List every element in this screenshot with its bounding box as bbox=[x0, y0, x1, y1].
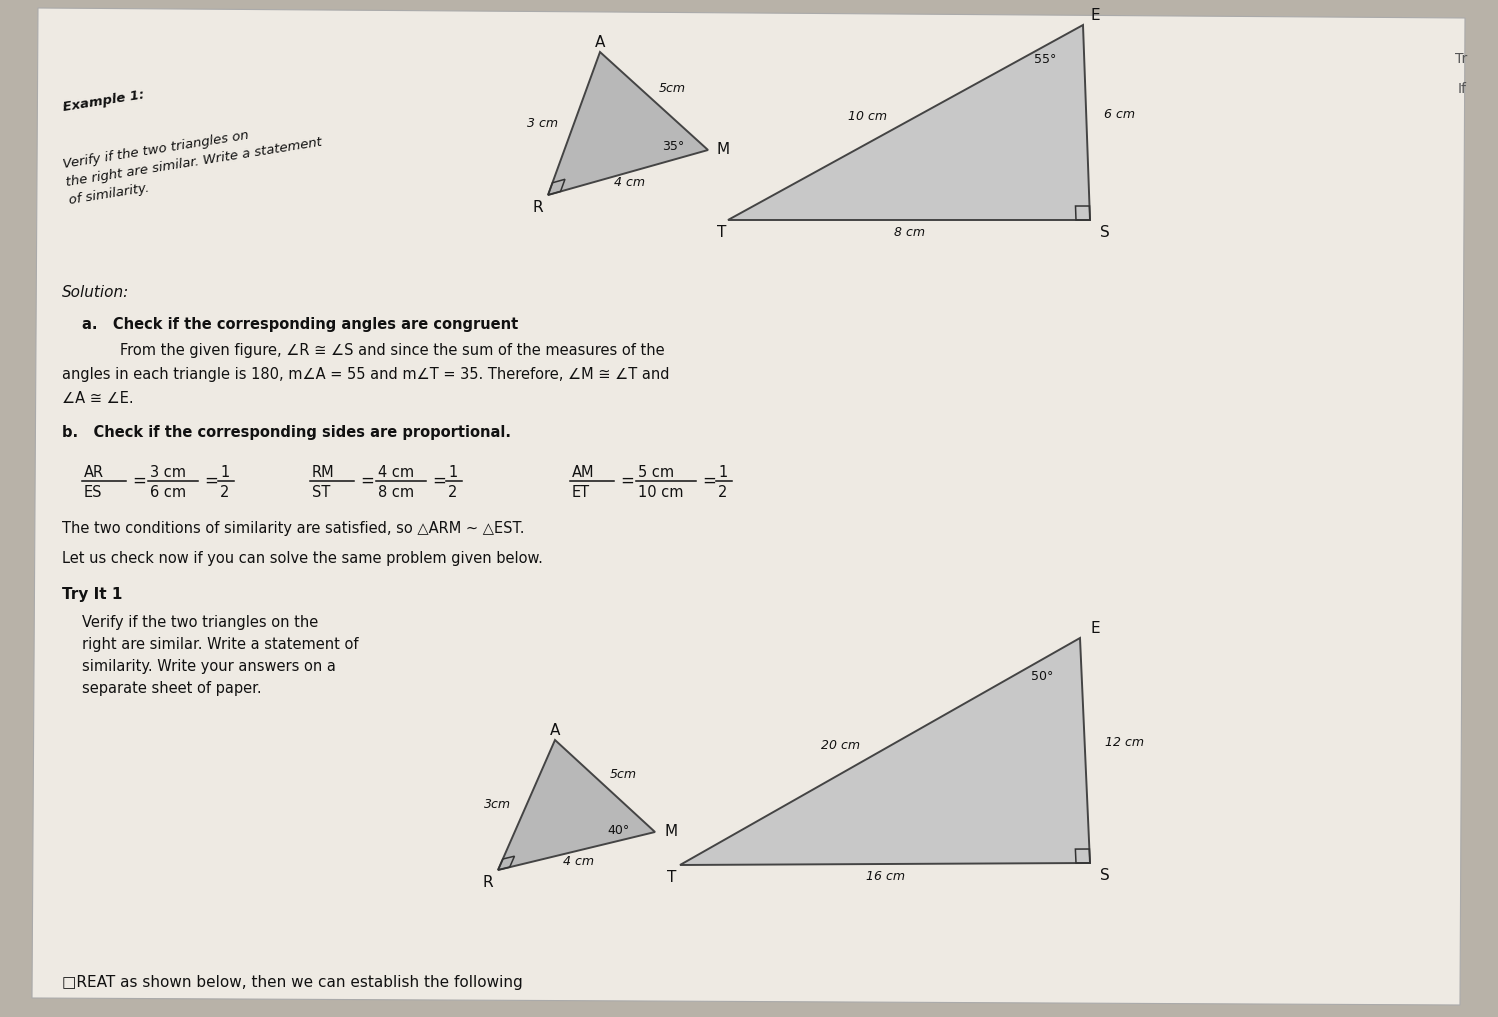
Text: E: E bbox=[1091, 8, 1101, 23]
Text: =: = bbox=[132, 472, 145, 490]
Text: S: S bbox=[1100, 868, 1110, 883]
Text: 10 cm: 10 cm bbox=[848, 110, 887, 123]
Text: 4 cm: 4 cm bbox=[614, 177, 646, 189]
Text: R: R bbox=[482, 875, 493, 890]
Text: 8 cm: 8 cm bbox=[893, 226, 924, 239]
Text: 55°: 55° bbox=[1034, 53, 1056, 66]
Text: 1: 1 bbox=[220, 465, 229, 480]
Text: Solution:: Solution: bbox=[61, 285, 129, 300]
Text: 5 cm: 5 cm bbox=[638, 465, 674, 480]
Text: a.   Check if the corresponding angles are congruent: a. Check if the corresponding angles are… bbox=[82, 317, 518, 332]
Text: Let us check now if you can solve the same problem given below.: Let us check now if you can solve the sa… bbox=[61, 551, 542, 566]
Text: =: = bbox=[204, 472, 217, 490]
Text: 16 cm: 16 cm bbox=[866, 870, 905, 883]
Text: M: M bbox=[665, 825, 679, 839]
Text: b.   Check if the corresponding sides are proportional.: b. Check if the corresponding sides are … bbox=[61, 425, 511, 440]
Text: A: A bbox=[550, 723, 560, 738]
Text: Verify if the two triangles on the: Verify if the two triangles on the bbox=[82, 615, 318, 630]
Text: 20 cm: 20 cm bbox=[821, 739, 860, 752]
Text: ST: ST bbox=[312, 485, 331, 500]
Text: If: If bbox=[1458, 82, 1467, 96]
Text: 50°: 50° bbox=[1031, 670, 1053, 683]
Text: 6 cm: 6 cm bbox=[150, 485, 186, 500]
Text: S: S bbox=[1100, 225, 1110, 240]
Text: 6 cm: 6 cm bbox=[1104, 108, 1135, 121]
Text: ∠A ≅ ∠E.: ∠A ≅ ∠E. bbox=[61, 391, 133, 406]
Text: T: T bbox=[716, 225, 727, 240]
Text: =: = bbox=[703, 472, 716, 490]
Text: Verify if the two triangles on
the right are similar. Write a statement
of simil: Verify if the two triangles on the right… bbox=[61, 118, 325, 206]
Text: 2: 2 bbox=[718, 485, 728, 500]
Text: right are similar. Write a statement of: right are similar. Write a statement of bbox=[82, 637, 358, 652]
Text: 5cm: 5cm bbox=[659, 82, 686, 95]
Text: separate sheet of paper.: separate sheet of paper. bbox=[82, 681, 262, 696]
Text: 40°: 40° bbox=[608, 824, 631, 837]
Polygon shape bbox=[548, 52, 709, 195]
Text: =: = bbox=[620, 472, 634, 490]
Text: AR: AR bbox=[84, 465, 105, 480]
Text: ES: ES bbox=[84, 485, 102, 500]
Polygon shape bbox=[31, 8, 1465, 1005]
Text: T: T bbox=[667, 870, 676, 885]
Text: 1: 1 bbox=[718, 465, 727, 480]
Text: E: E bbox=[1091, 621, 1100, 636]
Text: 1: 1 bbox=[448, 465, 457, 480]
Text: □REAT as shown below, then we can establish the following: □REAT as shown below, then we can establ… bbox=[61, 975, 523, 990]
Text: ET: ET bbox=[572, 485, 590, 500]
Text: The two conditions of similarity are satisfied, so △ARM ∼ △EST.: The two conditions of similarity are sat… bbox=[61, 521, 524, 536]
Text: 8 cm: 8 cm bbox=[377, 485, 413, 500]
Text: Example 1:: Example 1: bbox=[61, 88, 145, 114]
Text: 4 cm: 4 cm bbox=[377, 465, 413, 480]
Text: similarity. Write your answers on a: similarity. Write your answers on a bbox=[82, 659, 336, 674]
Text: A: A bbox=[595, 35, 605, 50]
Text: 3 cm: 3 cm bbox=[150, 465, 186, 480]
Text: M: M bbox=[716, 142, 730, 158]
Text: 2: 2 bbox=[448, 485, 457, 500]
Polygon shape bbox=[497, 740, 655, 870]
Text: Tr: Tr bbox=[1455, 52, 1467, 66]
Text: angles in each triangle is 180, m∠A = 55 and m∠T = 35. Therefore, ∠M ≅ ∠T and: angles in each triangle is 180, m∠A = 55… bbox=[61, 367, 670, 382]
Text: 35°: 35° bbox=[662, 140, 685, 153]
Text: From the given figure, ∠R ≅ ∠S and since the sum of the measures of the: From the given figure, ∠R ≅ ∠S and since… bbox=[120, 343, 665, 358]
Text: AM: AM bbox=[572, 465, 595, 480]
Text: RM: RM bbox=[312, 465, 334, 480]
Text: 4 cm: 4 cm bbox=[563, 855, 595, 868]
Text: =: = bbox=[431, 472, 446, 490]
Text: 10 cm: 10 cm bbox=[638, 485, 683, 500]
Text: Try It 1: Try It 1 bbox=[61, 587, 123, 602]
Text: 3cm: 3cm bbox=[484, 798, 511, 812]
Text: 3 cm: 3 cm bbox=[527, 117, 557, 130]
Text: R: R bbox=[532, 200, 542, 215]
Text: 5cm: 5cm bbox=[610, 768, 637, 781]
Text: =: = bbox=[360, 472, 374, 490]
Polygon shape bbox=[680, 638, 1091, 865]
Text: 2: 2 bbox=[220, 485, 229, 500]
Polygon shape bbox=[728, 25, 1091, 220]
Text: 12 cm: 12 cm bbox=[1106, 736, 1144, 749]
